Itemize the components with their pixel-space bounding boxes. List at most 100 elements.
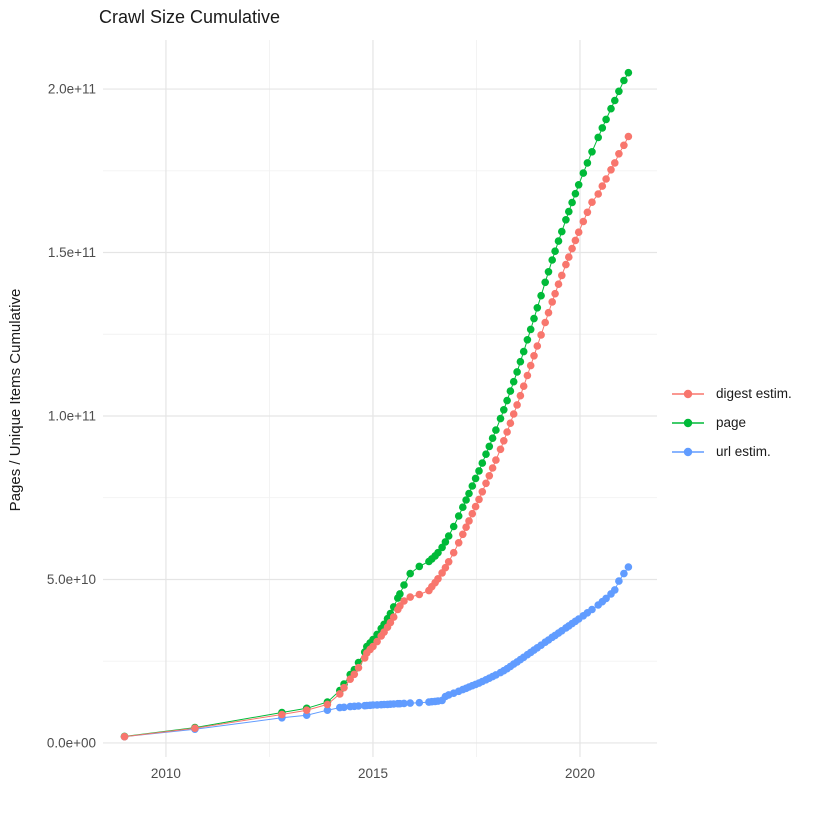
data-point-page [519,347,528,356]
x-tick-label: 2015 [358,766,388,781]
data-point-url-estim [406,699,415,707]
legend-item-url-estim: url estim. [670,437,792,466]
data-point-page [444,532,453,540]
data-point-page [574,181,583,189]
data-point-digest-estim [444,558,453,566]
data-point-url-estim [340,703,348,712]
data-point-digest-estim [554,280,563,289]
data-point-page [513,368,521,376]
data-point-page [523,336,532,344]
data-point-digest-estim [519,382,528,391]
data-point-url-estim [624,563,633,571]
data-point-page [471,474,480,483]
data-point-page [503,396,511,405]
data-point-page [541,278,549,287]
data-point-page [562,216,570,224]
data-point-digest-estim [406,593,415,601]
data-point-page [615,87,623,96]
data-point-digest-estim [400,597,408,605]
x-tick-label: 2020 [565,766,595,781]
data-point-page [441,538,450,546]
data-point-digest-estim [496,445,505,454]
data-point-url-estim [415,698,424,707]
data-point-digest-estim [434,575,442,583]
data-point-url-estim [354,702,363,710]
data-point-digest-estim [509,410,518,418]
data-point-page [400,581,408,589]
data-point-digest-estim [441,563,450,572]
x-tick-label: 2010 [151,766,181,781]
data-point-page [554,237,563,245]
data-point-digest-estim [492,456,500,464]
y-tick-label: 0.0e+00 [47,735,96,750]
data-point-page [588,148,596,156]
data-point-page [611,96,619,105]
data-point-page [406,569,415,578]
data-point-digest-estim [459,530,467,539]
data-point-digest-estim [485,472,494,480]
data-point-page [594,133,602,142]
data-point-page [533,304,542,312]
data-point-page [506,387,515,395]
data-point-page [500,406,508,414]
data-point-digest-estim [471,502,480,511]
data-point-page [482,450,490,459]
data-point-page [551,247,559,255]
data-point-page [583,159,592,167]
data-point-page [624,68,633,77]
data-point-digest-estim [449,548,458,557]
data-point-digest-estim [530,352,538,360]
data-point-digest-estim [615,150,623,158]
data-point-digest-estim [583,208,592,217]
data-point-page [548,256,556,264]
data-point-digest-estim [526,361,535,370]
data-point-digest-estim [544,308,553,317]
data-point-digest-estim [551,289,559,298]
data-point-page [459,503,467,512]
data-point-digest-estim [350,670,359,679]
data-point-page [434,548,442,557]
data-point-digest-estim [516,391,525,400]
data-point-digest-estim [482,479,490,488]
data-point-digest-estim [513,401,521,409]
data-point-digest-estim [336,690,344,698]
legend-item-digest-estim: digest estim. [670,379,792,408]
legend-label: url estim. [716,444,771,459]
data-point-page [468,482,477,490]
data-point-page [396,590,404,598]
data-point-page [496,414,505,423]
data-point-digest-estim [354,663,363,672]
data-point-url-estim [323,706,332,714]
data-point-page [544,268,553,276]
data-point-url-estim [588,605,596,614]
data-point-page [571,189,580,198]
data-point-digest-estim [533,342,542,350]
data-point-page [492,426,500,434]
data-point-url-estim [602,594,610,603]
legend: digest estim. page url estim. [670,379,792,466]
data-point-digest-estim [500,437,508,445]
data-point-digest-estim [562,260,570,269]
data-point-digest-estim [468,509,477,518]
data-point-page [485,442,494,451]
chart-title: Crawl Size Cumulative [99,7,281,27]
legend-label: digest estim. [716,386,792,401]
data-point-digest-estim [386,618,395,627]
y-tick-label: 2.0e+11 [48,82,96,97]
data-point-page [598,124,607,132]
data-point-page [509,377,518,386]
legend-key-icon [672,418,704,427]
data-point-page [568,198,576,207]
data-point-digest-estim [302,706,311,714]
data-point-digest-estim [579,217,588,226]
y-tick-label: 1.0e+11 [48,408,96,423]
data-point-digest-estim [462,523,470,531]
data-point-digest-estim [191,724,199,732]
data-point-digest-estim [574,228,583,236]
data-point-digest-estim [598,182,607,190]
data-point-page [620,76,628,85]
data-point-page [415,562,424,571]
data-point-url-estim [400,699,408,708]
data-point-digest-estim [558,271,566,280]
